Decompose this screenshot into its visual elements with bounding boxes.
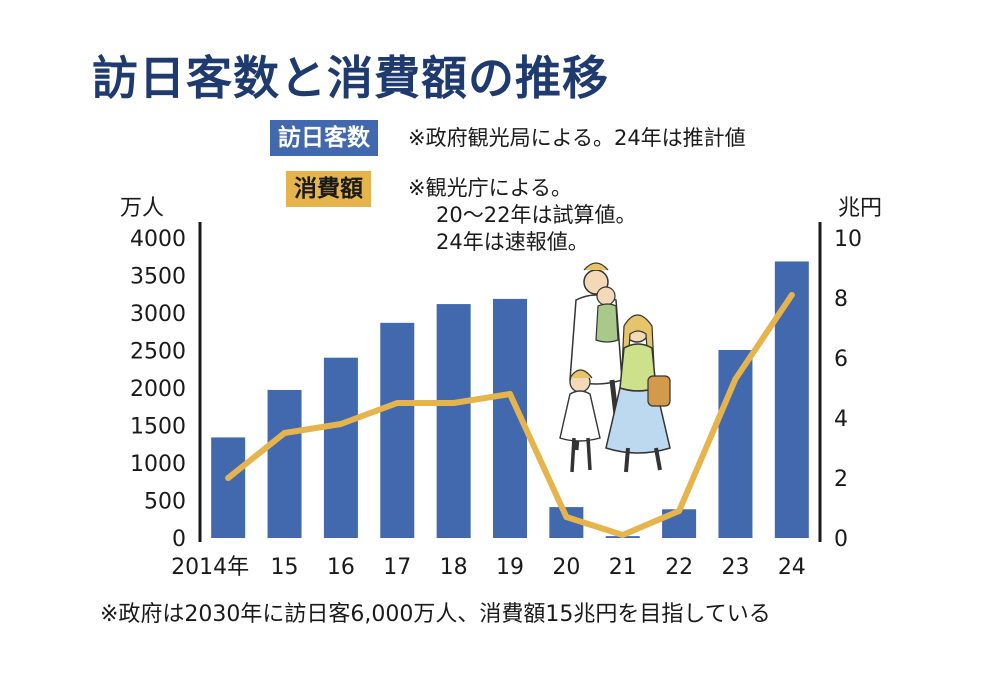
point-spend-9 <box>732 376 739 382</box>
y-left-tick-label: 1000 <box>130 452 186 477</box>
point-spend-8 <box>676 508 683 514</box>
family-walking-illustration <box>559 262 671 473</box>
point-spend-1 <box>281 430 288 436</box>
point-spend-0 <box>225 475 232 481</box>
x-tick-label: 20 <box>552 555 580 580</box>
bar-visitors-0 <box>211 437 246 538</box>
x-tick-label: 22 <box>665 555 693 580</box>
point-spend-4 <box>450 400 457 406</box>
legend-visitors-note: ※政府観光局による。24年は推計値 <box>408 126 746 150</box>
legend-spend: 消費額 <box>286 171 371 207</box>
point-spend-5 <box>507 391 513 397</box>
x-tick-label: 15 <box>271 555 299 580</box>
y-right-unit: 兆円 <box>838 196 883 221</box>
x-tick-label: 18 <box>440 555 468 580</box>
y-left-tick-label: 1500 <box>130 415 186 440</box>
x-tick-label: 21 <box>609 555 637 580</box>
y-left-tick-label: 0 <box>172 527 186 552</box>
legend-spend-note-1: ※観光庁による。 <box>408 176 572 200</box>
bar-visitors-10 <box>774 261 809 538</box>
footnote: ※政府は2030年に訪日客6,000万人、消費額15兆円を目指している <box>100 602 771 627</box>
point-spend-2 <box>337 421 344 427</box>
legend-visitors: 訪日客数 <box>270 120 378 156</box>
y-left-tick-label: 3500 <box>130 265 186 290</box>
point-spend-10 <box>788 292 795 298</box>
y-left-tick-label: 2500 <box>130 340 186 365</box>
y-right-tick-label: 2 <box>834 467 848 492</box>
x-tick-label: 16 <box>327 555 355 580</box>
chart-title: 訪日客数と消費額の推移 <box>92 51 609 105</box>
point-spend-6 <box>563 514 570 520</box>
y-right-tick-label: 6 <box>834 347 848 372</box>
y-right-tick-label: 10 <box>834 227 862 252</box>
bar-visitors-4 <box>436 304 471 538</box>
y-left-tick-label: 4000 <box>130 227 186 252</box>
x-tick-label: 23 <box>721 555 749 580</box>
y-right-tick-label: 8 <box>834 287 848 312</box>
y-left-tick-label: 500 <box>144 490 186 515</box>
legend-spend-note-3: 24年は速報値。 <box>436 230 589 254</box>
legend-spend-note-2: 20～22年は試算値。 <box>436 203 637 227</box>
x-tick-label: 24 <box>778 555 806 580</box>
y-right-tick-label: 4 <box>834 407 848 432</box>
y-left-unit: 万人 <box>120 196 165 221</box>
y-right-tick-label: 0 <box>834 527 848 552</box>
bar-visitors-2 <box>323 357 358 538</box>
x-tick-label: 17 <box>383 555 411 580</box>
point-spend-3 <box>394 400 401 406</box>
x-tick-label: 19 <box>496 555 524 580</box>
y-left-tick-label: 2000 <box>130 377 186 402</box>
point-spend-7 <box>619 532 626 538</box>
y-left-tick-label: 3000 <box>130 302 186 327</box>
x-tick-label: 2014年 <box>171 555 249 580</box>
bar-visitors-3 <box>380 322 415 538</box>
bar-visitors-1 <box>267 389 302 538</box>
